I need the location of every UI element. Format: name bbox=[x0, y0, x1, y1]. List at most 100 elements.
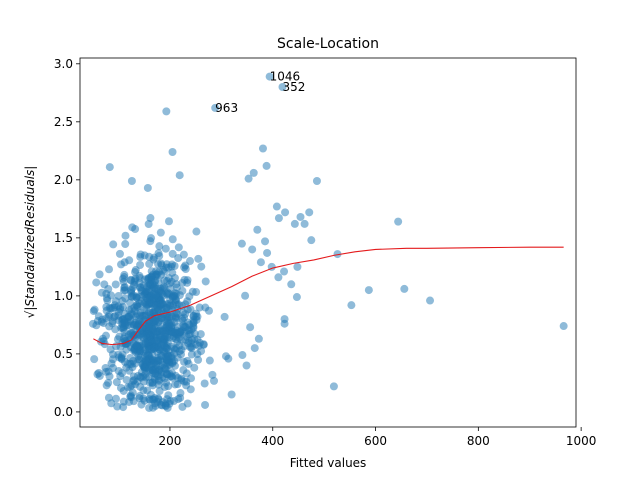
data-point bbox=[183, 297, 192, 306]
data-point bbox=[160, 267, 169, 276]
data-point bbox=[246, 323, 255, 332]
data-point bbox=[133, 302, 142, 311]
data-point bbox=[119, 286, 128, 295]
data-point bbox=[158, 361, 167, 370]
data-point bbox=[305, 208, 314, 217]
data-point bbox=[157, 341, 166, 350]
data-point bbox=[118, 369, 127, 378]
data-point bbox=[127, 360, 136, 369]
data-point bbox=[312, 177, 321, 185]
data-point bbox=[147, 234, 156, 243]
data-point bbox=[154, 260, 163, 269]
data-point bbox=[102, 306, 111, 315]
data-point bbox=[293, 262, 302, 271]
data-point bbox=[88, 319, 97, 328]
data-point bbox=[254, 334, 263, 343]
data-point bbox=[290, 219, 299, 228]
data-point bbox=[261, 237, 270, 246]
data-point bbox=[113, 402, 122, 411]
data-point bbox=[164, 217, 173, 226]
y-tick-label: 2.0 bbox=[54, 173, 73, 187]
data-point bbox=[329, 382, 338, 391]
data-point bbox=[106, 345, 115, 354]
data-point bbox=[134, 315, 143, 324]
data-point bbox=[200, 379, 209, 388]
x-axis: 200 400 600 800 1000 bbox=[158, 427, 596, 448]
data-point bbox=[141, 356, 150, 365]
data-point bbox=[175, 328, 184, 337]
data-point bbox=[281, 208, 290, 217]
data-point bbox=[280, 267, 289, 276]
data-point bbox=[131, 266, 140, 275]
data-point bbox=[97, 288, 106, 297]
data-point bbox=[142, 303, 151, 312]
y-tick-label: 0.5 bbox=[54, 347, 73, 361]
data-point bbox=[159, 282, 168, 291]
data-point bbox=[237, 239, 246, 248]
data-point bbox=[280, 315, 289, 324]
data-point bbox=[127, 328, 136, 337]
data-point bbox=[112, 378, 121, 387]
data-point bbox=[145, 252, 154, 261]
data-point bbox=[122, 375, 131, 384]
data-point bbox=[227, 390, 236, 399]
x-axis-label: Fitted values bbox=[290, 456, 367, 470]
data-point bbox=[175, 171, 184, 180]
data-point bbox=[262, 161, 271, 170]
data-point bbox=[287, 280, 296, 289]
data-point bbox=[174, 243, 183, 252]
data-point bbox=[141, 338, 150, 347]
data-point bbox=[183, 278, 192, 287]
data-point bbox=[426, 296, 435, 305]
data-point bbox=[178, 316, 187, 325]
x-tick-label: 200 bbox=[158, 434, 181, 448]
data-point bbox=[173, 300, 181, 309]
data-point bbox=[145, 259, 154, 268]
data-point bbox=[272, 202, 281, 211]
data-point bbox=[182, 381, 191, 390]
data-point bbox=[137, 400, 146, 409]
data-point bbox=[155, 242, 164, 251]
data-point bbox=[111, 297, 120, 306]
data-point bbox=[163, 403, 172, 412]
point-annotation: 1046 bbox=[270, 70, 301, 84]
data-point bbox=[194, 355, 203, 364]
data-point bbox=[121, 231, 130, 240]
data-point bbox=[111, 325, 120, 334]
data-point bbox=[183, 399, 192, 408]
scatter-points bbox=[88, 214, 250, 412]
data-point bbox=[128, 388, 137, 397]
data-point bbox=[220, 312, 229, 321]
data-point bbox=[180, 357, 189, 366]
data-point bbox=[274, 273, 283, 282]
data-point bbox=[238, 351, 247, 360]
data-point bbox=[92, 278, 101, 287]
data-point bbox=[347, 301, 356, 310]
data-point bbox=[132, 342, 141, 351]
data-point bbox=[90, 305, 99, 314]
data-point bbox=[192, 340, 201, 349]
data-point bbox=[135, 279, 144, 288]
data-point bbox=[162, 369, 171, 378]
data-point bbox=[141, 373, 150, 382]
data-point bbox=[165, 299, 174, 308]
y-tick-label: 1.0 bbox=[54, 289, 73, 303]
data-point bbox=[190, 363, 199, 372]
data-point bbox=[111, 312, 120, 320]
data-point bbox=[130, 376, 139, 385]
data-point bbox=[154, 394, 163, 403]
data-point bbox=[168, 260, 177, 269]
data-point bbox=[242, 361, 251, 370]
data-point bbox=[171, 345, 180, 354]
data-point bbox=[181, 261, 190, 270]
data-point bbox=[104, 393, 113, 402]
data-point bbox=[120, 319, 129, 328]
y-tick-label: 2.5 bbox=[54, 115, 73, 129]
y-axis-label: √|StandardizedResiduals| bbox=[23, 166, 37, 319]
data-point bbox=[400, 284, 409, 293]
data-point bbox=[249, 168, 258, 177]
data-point bbox=[258, 144, 267, 153]
data-point bbox=[117, 354, 126, 363]
data-point bbox=[201, 277, 210, 286]
